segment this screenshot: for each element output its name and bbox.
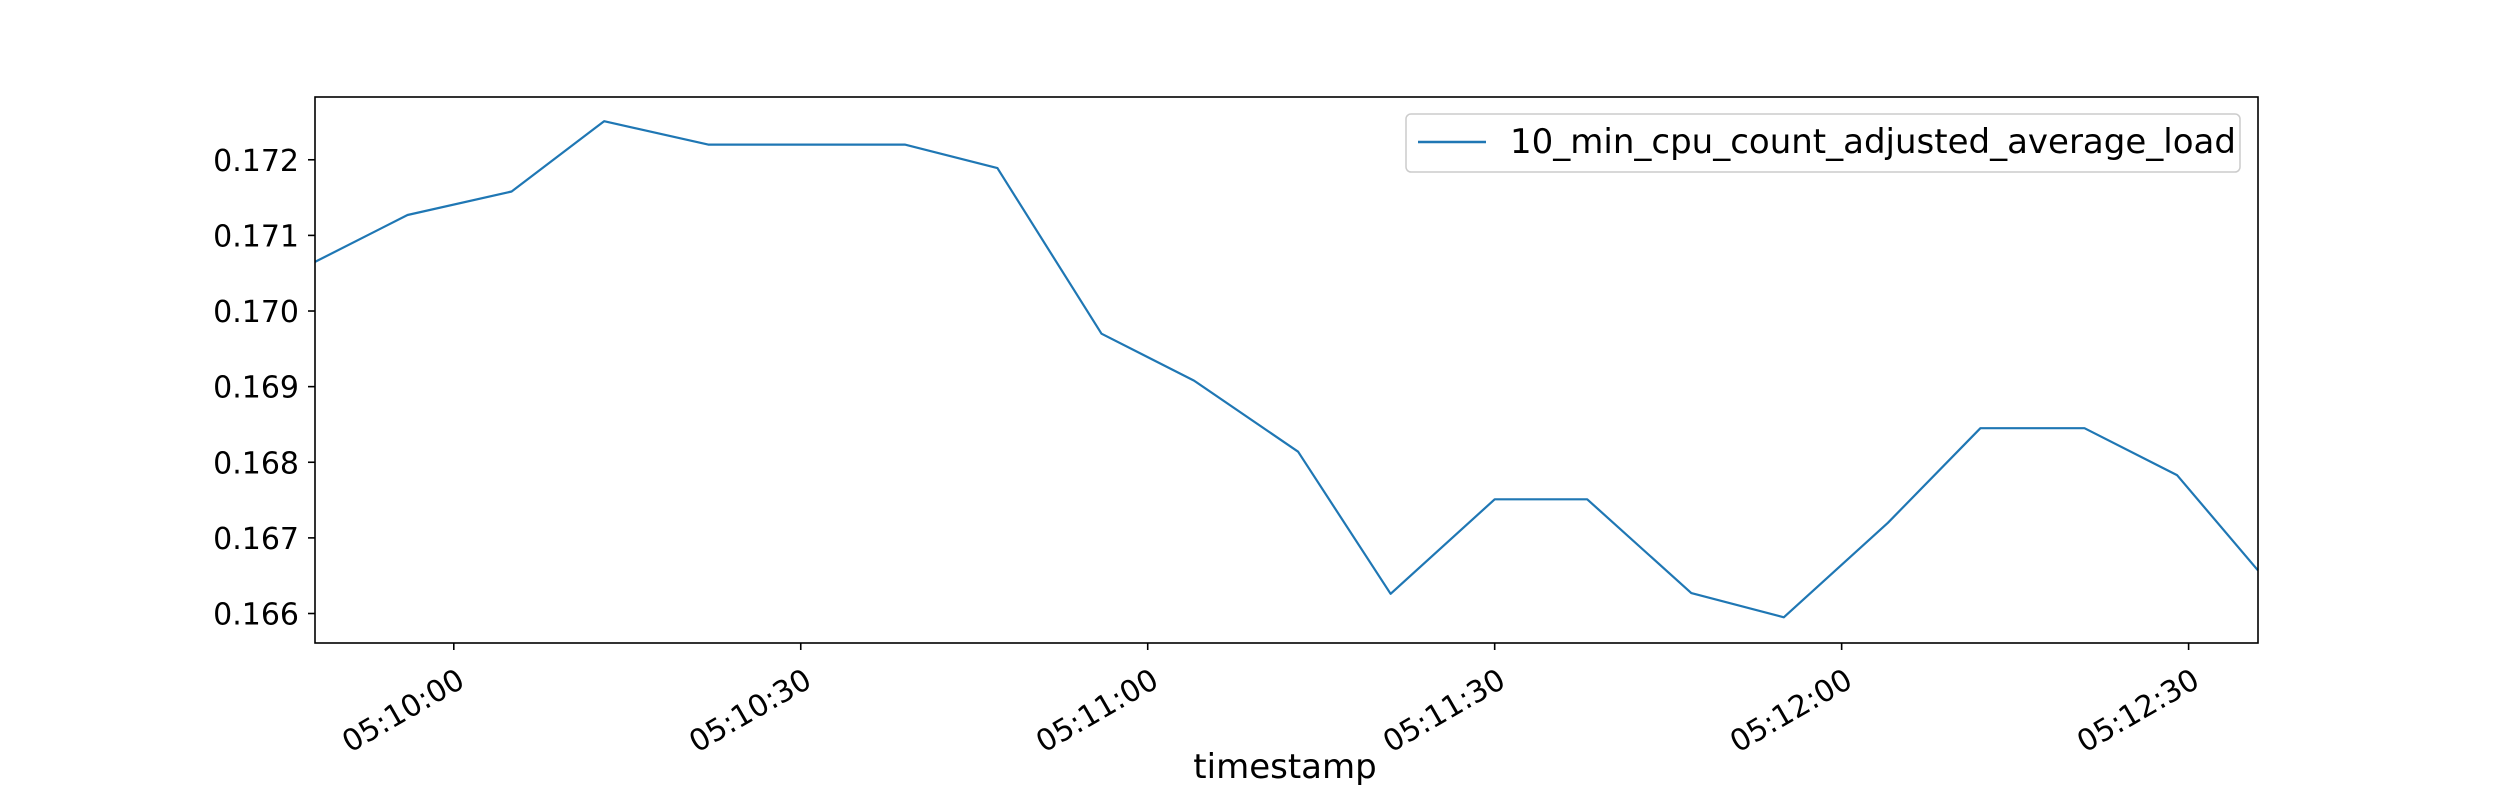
y-tick-label: 0.169 bbox=[213, 371, 299, 406]
plot-frame bbox=[314, 96, 2259, 644]
legend-box bbox=[1405, 113, 2241, 173]
y-tick-label: 0.170 bbox=[213, 295, 299, 330]
x-axis-label: timestamp bbox=[1193, 747, 1376, 787]
y-tick-label: 0.172 bbox=[213, 144, 299, 179]
series-line-0 bbox=[314, 120, 2259, 619]
y-tick-label: 0.167 bbox=[213, 522, 299, 557]
y-tick-label: 0.171 bbox=[213, 219, 299, 254]
legend-label: 10_min_cpu_count_adjusted_average_load bbox=[1510, 122, 2236, 162]
y-tick-label: 0.166 bbox=[213, 598, 299, 633]
y-tick-label: 0.168 bbox=[213, 446, 299, 481]
legend: 10_min_cpu_count_adjusted_average_load bbox=[1405, 113, 2241, 173]
